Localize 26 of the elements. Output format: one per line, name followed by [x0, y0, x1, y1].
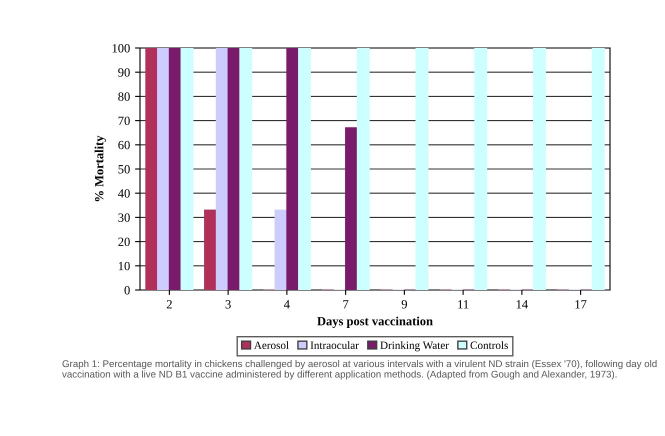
legend-label: Aerosol: [254, 341, 289, 350]
x-tick-label: 9: [402, 300, 407, 309]
x-tick-label: 17: [575, 300, 587, 308]
x-tick-label: 14: [516, 300, 528, 308]
y-tick-label: 70: [118, 116, 130, 126]
y-tick-label: 60: [118, 140, 130, 150]
caption: Graph 1: Percentage mortality in chickens challenged by aerosol at various intervals with a virulent ND strain (Essex '70), following day old vaccination with a live ND B1 vaccine administered by different application methods. (Adapted from Gough and Alexander, 1973).: [62, 360, 657, 380]
y-tick-label: 10: [118, 262, 130, 270]
x-tick-label: 3: [226, 300, 231, 309]
legend-label: Drinking Water: [380, 341, 449, 352]
y-tick-label: 0: [124, 286, 130, 294]
legend-label: Controls: [470, 341, 508, 350]
y-tick-label: 40: [118, 189, 130, 198]
x-tick-label: 7: [343, 300, 348, 308]
x-tick-label: 11: [458, 300, 468, 308]
y-tick-label: 80: [118, 92, 130, 101]
x-tick-label: 2: [166, 300, 172, 308]
x-tick-label: 4: [284, 300, 290, 308]
y-tick-label: 100: [112, 44, 130, 52]
y-tick-label: 90: [118, 68, 130, 77]
y-tick-label: 50: [118, 165, 130, 174]
legend-label: Intraocular: [310, 341, 359, 350]
y-tick-label: 20: [118, 238, 130, 246]
y-axis-title: % Mortality: [94, 136, 106, 202]
y-tick-label: 30: [118, 213, 130, 222]
x-axis-title: Days post vaccination: [317, 316, 433, 328]
